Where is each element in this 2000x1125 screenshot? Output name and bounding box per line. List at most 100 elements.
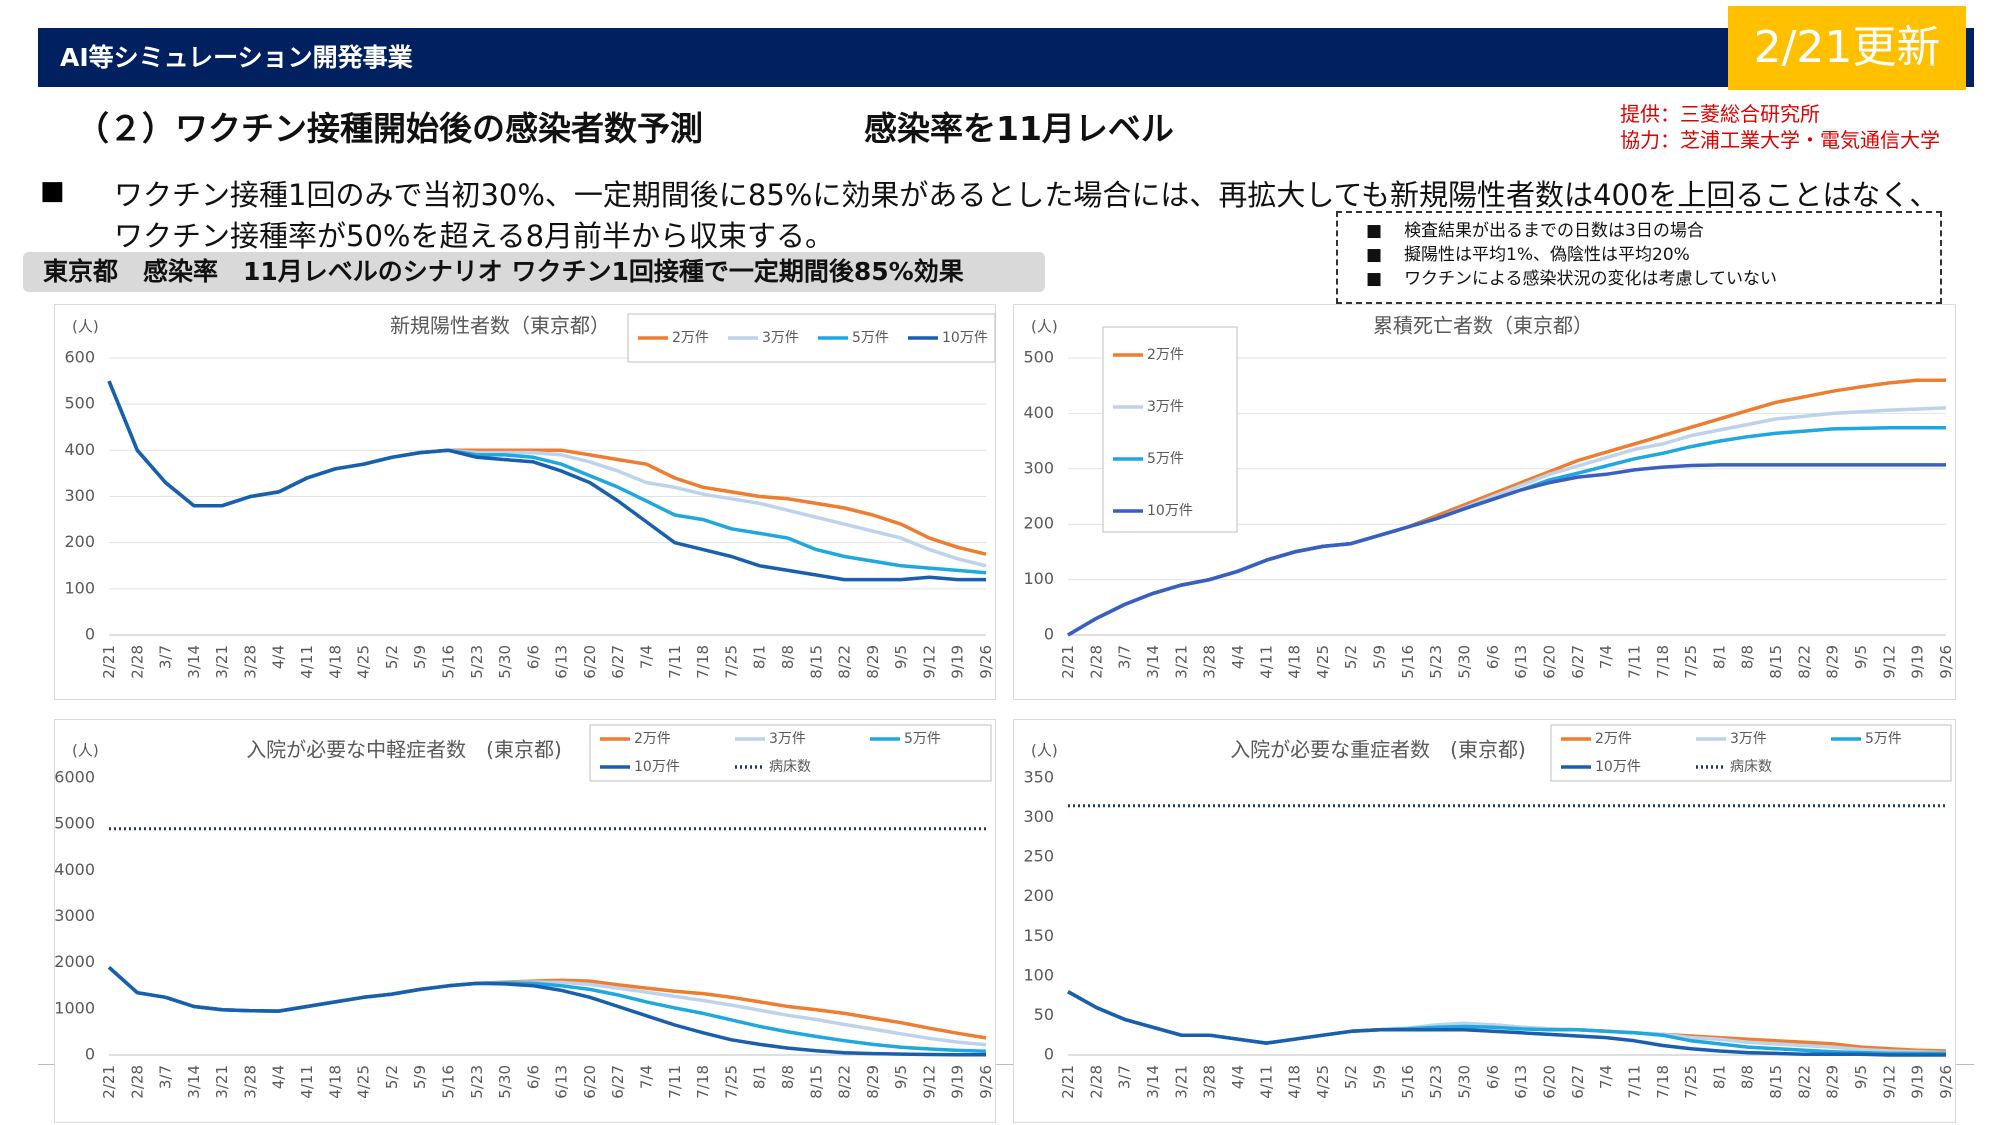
x-tick-label: 2/28 — [1087, 1065, 1105, 1099]
x-tick-label: 3/7 — [1116, 1065, 1134, 1089]
legend-label: 5万件 — [852, 330, 889, 346]
x-tick-label: 4/25 — [1314, 645, 1332, 679]
x-tick-label: 6/13 — [1512, 645, 1530, 679]
note-text: ワクチンによる感染状況の変化は考慮していない — [1404, 269, 1778, 289]
x-tick-label: 6/13 — [553, 1065, 571, 1099]
notes-box: ■ 検査結果が出るまでの日数は3日の場合 ■ 擬陽性は平均1%、偽陰性は平均20% … — [1336, 211, 1942, 304]
x-tick-label: 6/27 — [1569, 645, 1587, 679]
legend-label: 3万件 — [1147, 399, 1184, 415]
x-tick-label: 5/16 — [1399, 1065, 1417, 1099]
x-tick-label: 4/25 — [355, 1065, 373, 1099]
chart: 入院が必要な重症者数 (東京都) (人) 0 50 100 150 200 250 300 350… — [1013, 719, 1956, 1123]
y-tick-label: 0 — [85, 625, 95, 644]
x-tick-label: 8/1 — [1710, 645, 1728, 669]
x-tick-label: 3/7 — [1116, 645, 1134, 669]
bullet-text: ワクチン接種率が50%を超える8月前半から収束する。 — [114, 219, 835, 253]
y-tick-label: 150 — [1023, 926, 1054, 945]
x-tick-label: 7/4 — [638, 1065, 656, 1089]
y-tick-label: 100 — [64, 578, 95, 597]
legend-label: 5万件 — [1865, 731, 1902, 747]
legend-label: 病床数 — [769, 759, 811, 775]
x-tick-label: 5/16 — [439, 1065, 457, 1099]
x-tick-label: 6/6 — [524, 1065, 542, 1089]
x-tick-label: 3/14 — [185, 645, 203, 679]
series-line — [107, 380, 987, 568]
x-tick-label: 3/28 — [1201, 645, 1219, 679]
x-tick-label: 8/22 — [836, 645, 854, 679]
x-tick-label: 9/5 — [1852, 645, 1870, 669]
x-tick-label: 6/20 — [1540, 1065, 1558, 1099]
x-tick-label: 7/11 — [666, 1065, 684, 1099]
x-tick-label: 2/21 — [1059, 645, 1077, 679]
x-tick-label: 8/29 — [864, 1065, 882, 1099]
x-tick-label: 5/30 — [1456, 1065, 1474, 1099]
x-tick-label: 8/1 — [751, 1065, 769, 1089]
y-tick-label: 2000 — [54, 952, 95, 971]
y-tick-label: 350 — [1023, 768, 1054, 787]
x-tick-label: 8/15 — [1767, 1065, 1785, 1099]
x-tick-label: 4/11 — [1257, 1065, 1275, 1099]
x-tick-label: 5/2 — [1342, 1065, 1360, 1089]
x-tick-label: 2/21 — [1059, 1065, 1077, 1099]
x-tick-label: 8/8 — [779, 1065, 797, 1089]
x-tick-label: 4/11 — [1257, 645, 1275, 679]
x-tick-label: 9/12 — [1880, 1065, 1898, 1099]
x-tick-label: 8/8 — [779, 645, 797, 669]
x-tick-label: 7/18 — [1654, 645, 1672, 679]
legend-box — [589, 724, 992, 782]
x-tick-label: 9/5 — [892, 645, 910, 669]
heading: （２）ワクチン接種開始後の感染者数予測 — [76, 109, 703, 148]
y-tick-label: 5000 — [54, 814, 95, 833]
x-tick-label: 5/30 — [496, 645, 514, 679]
x-tick-label: 5/9 — [411, 1065, 429, 1089]
x-tick-label: 5/2 — [383, 1065, 401, 1089]
chart-frame — [54, 719, 996, 1123]
x-tick-label: 4/18 — [1286, 645, 1304, 679]
y-tick-label: 100 — [1023, 965, 1054, 984]
legend-label: 10万件 — [1595, 759, 1641, 775]
x-tick-label: 3/21 — [1172, 645, 1190, 679]
x-tick-label: 9/19 — [949, 1065, 967, 1099]
x-tick-label: 9/19 — [1909, 645, 1927, 679]
x-tick-label: 6/27 — [609, 645, 627, 679]
x-tick-label: 3/28 — [241, 645, 259, 679]
x-tick-label: 2/28 — [128, 1065, 146, 1099]
x-tick-label: 3/28 — [241, 1065, 259, 1099]
x-tick-label: 4/4 — [1229, 645, 1247, 669]
x-tick-label: 9/5 — [892, 1065, 910, 1089]
x-tick-label: 3/7 — [157, 645, 175, 669]
x-tick-label: 7/25 — [722, 1065, 740, 1099]
y-tick-label: 600 — [64, 348, 95, 367]
x-tick-label: 5/2 — [383, 645, 401, 669]
legend-label: 3万件 — [1730, 731, 1767, 747]
y-tick-label: 6000 — [54, 768, 95, 787]
x-tick-label: 8/29 — [1824, 645, 1842, 679]
x-tick-label: 8/15 — [807, 1065, 825, 1099]
x-tick-label: 4/25 — [355, 645, 373, 679]
x-tick-label: 4/4 — [1229, 1065, 1247, 1089]
x-tick-label: 9/19 — [949, 645, 967, 679]
x-tick-label: 6/6 — [524, 645, 542, 669]
x-tick-label: 6/27 — [609, 1065, 627, 1099]
chart-title: 新規陽性者数（東京都） — [390, 314, 610, 338]
x-tick-label: 5/23 — [1427, 1065, 1445, 1099]
x-tick-label: 8/22 — [1795, 1065, 1813, 1099]
header-title: AI等シミュレーション開発事業 — [60, 43, 413, 72]
x-tick-label: 7/11 — [1625, 1065, 1643, 1099]
bullet-mark: ■ — [40, 176, 65, 206]
y-unit: (人) — [72, 318, 99, 336]
x-tick-label: 9/5 — [1852, 1065, 1870, 1089]
x-tick-label: 9/12 — [920, 1065, 938, 1099]
note-mark: ■ — [1366, 245, 1383, 265]
x-tick-label: 4/18 — [326, 645, 344, 679]
legend-box — [1550, 724, 1952, 782]
legend-label: 病床数 — [1730, 759, 1772, 775]
legend-label: 2万件 — [634, 731, 671, 747]
x-tick-label: 4/4 — [270, 1065, 288, 1089]
legend-label: 2万件 — [1147, 347, 1184, 363]
x-tick-label: 5/9 — [1371, 1065, 1389, 1089]
x-tick-label: 7/25 — [1682, 645, 1700, 679]
note-mark: ■ — [1366, 221, 1383, 241]
y-tick-label: 3000 — [54, 906, 95, 925]
x-tick-label: 9/19 — [1909, 1065, 1927, 1099]
